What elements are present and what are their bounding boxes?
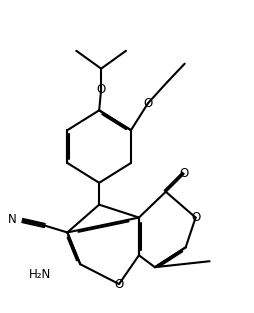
Text: N: N	[8, 213, 17, 226]
Text: O: O	[143, 97, 152, 110]
Text: O: O	[97, 83, 106, 96]
Text: O: O	[179, 167, 188, 180]
Text: H₂N: H₂N	[29, 268, 51, 281]
Text: O: O	[191, 211, 200, 224]
Text: O: O	[114, 278, 124, 290]
